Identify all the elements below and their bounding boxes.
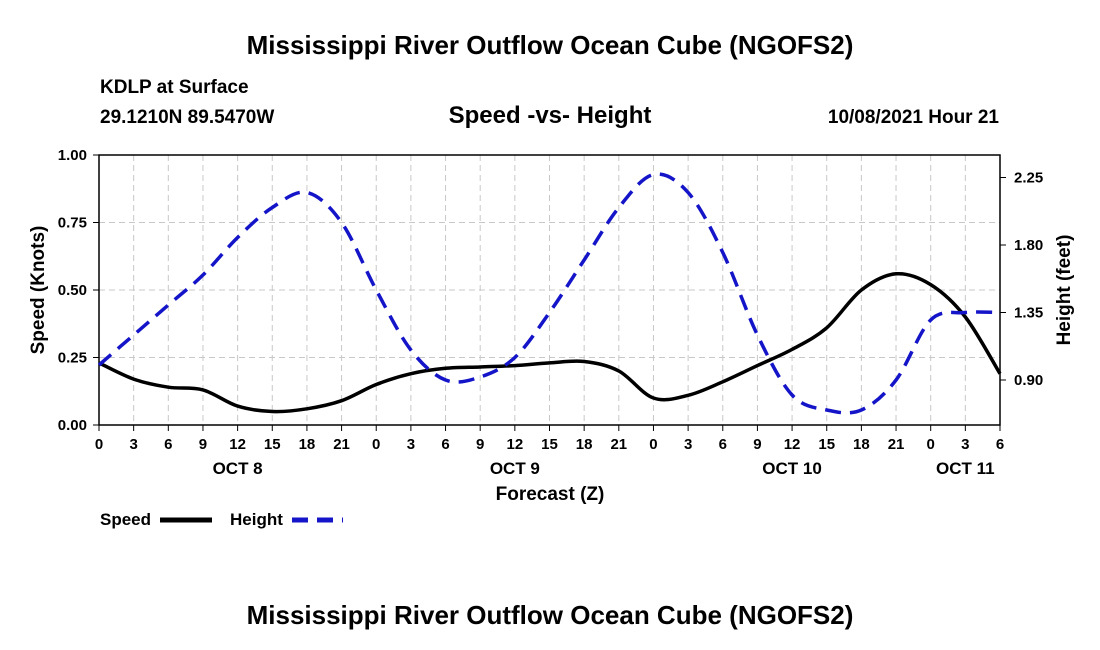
x-tick-label: 18 [299, 436, 316, 453]
footer-title: Mississippi River Outflow Ocean Cube (NG… [246, 600, 854, 630]
legend-speed-label: Speed [100, 510, 151, 529]
x-tick-label: 9 [753, 436, 761, 453]
forecast-datetime: 10/08/2021 Hour 21 [827, 107, 999, 128]
x-tick-label: 0 [649, 436, 657, 453]
x-tick-label: 9 [199, 436, 207, 453]
x-tick-label: 6 [164, 436, 172, 453]
x-tick-label: 21 [888, 436, 905, 453]
x-tick-label: 21 [333, 436, 350, 453]
y2-axis-title: Height (feet) [1054, 235, 1075, 346]
x-tick-label: 15 [264, 436, 281, 453]
y2-tick-label: 2.25 [1014, 170, 1043, 187]
x-tick-label: 3 [684, 436, 692, 453]
x-tick-label: 6 [996, 436, 1004, 453]
date-label: OCT 8 [213, 459, 263, 478]
x-tick-label: 9 [476, 436, 484, 453]
x-tick-label: 18 [853, 436, 870, 453]
y-tick-label: 0.00 [58, 417, 87, 434]
x-tick-label: 18 [576, 436, 593, 453]
speed-series-line [98, 271, 1002, 414]
y-tick-label: 0.25 [58, 350, 87, 367]
x-tick-label: 0 [927, 436, 935, 453]
coordinates-label: 29.1210N 89.5470W [100, 107, 275, 128]
x-tick-label: 3 [961, 436, 969, 453]
x-tick-label: 12 [784, 436, 801, 453]
date-label: OCT 9 [490, 459, 540, 478]
y2-tick-label: 1.35 [1014, 305, 1043, 322]
date-label: OCT 10 [762, 459, 822, 478]
y-tick-label: 0.50 [58, 282, 87, 299]
date-label: OCT 11 [936, 459, 995, 478]
x-tick-label: 6 [719, 436, 727, 453]
chart-subtitle: Speed -vs- Height [448, 102, 652, 129]
x-tick-label: 0 [372, 436, 380, 453]
y2-tick-label: 0.90 [1014, 372, 1043, 389]
x-axis-title: Forecast (Z) [496, 484, 605, 505]
x-tick-label: 12 [229, 436, 246, 453]
y-axis-title: Speed (Knots) [28, 226, 49, 355]
x-tick-label: 3 [407, 436, 415, 453]
x-tick-label: 12 [507, 436, 524, 453]
x-tick-label: 0 [95, 436, 103, 453]
x-tick-label: 21 [610, 436, 627, 453]
y-tick-label: 0.75 [58, 215, 87, 232]
x-tick-label: 15 [541, 436, 558, 453]
x-tick-label: 15 [818, 436, 835, 453]
x-tick-label: 6 [441, 436, 449, 453]
chart-title: Mississippi River Outflow Ocean Cube (NG… [246, 30, 854, 60]
station-label: KDLP at Surface [100, 77, 249, 98]
legend-height-label: Height [230, 510, 283, 529]
y-tick-label: 1.00 [58, 147, 87, 164]
x-tick-label: 3 [129, 436, 137, 453]
y2-tick-label: 1.80 [1014, 237, 1043, 254]
plot-frame [98, 154, 1001, 426]
height-series-line [97, 172, 1001, 415]
